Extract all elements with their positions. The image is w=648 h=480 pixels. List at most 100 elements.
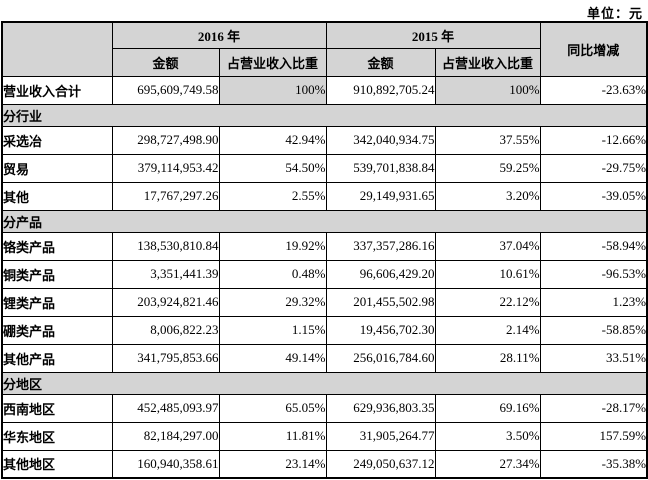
amount-2015-cell: 910,892,705.24: [325, 75, 436, 105]
table-row: 铬类产品 138,530,810.84 19.92% 337,357,286.1…: [1, 231, 648, 261]
proportion-2016-cell: 11.81%: [218, 421, 327, 451]
yoy-cell: -23.63%: [539, 75, 648, 105]
amount-2015-cell: 29,149,931.65: [325, 181, 436, 211]
amount-2016-cell: 452,485,093.97: [111, 393, 220, 423]
table-row: 西南地区 452,485,093.97 65.05% 629,936,803.3…: [1, 393, 648, 423]
amount-2016-cell: 17,767,297.26: [111, 181, 220, 211]
proportion-2016-cell: 2.55%: [218, 181, 327, 211]
proportion-2015-cell: 37.55%: [434, 125, 541, 155]
section-label: 分地区: [1, 371, 648, 395]
proportion-2015-cell: 10.61%: [434, 259, 541, 289]
row-label: 硼类产品: [1, 315, 113, 345]
amount-2016-cell: 379,114,953.42: [111, 153, 220, 183]
table-row: 其他产品 341,795,853.66 49.14% 256,016,784.6…: [1, 343, 648, 373]
proportion-2016-cell: 49.14%: [218, 343, 327, 373]
proportion-2015-cell: 3.50%: [434, 421, 541, 451]
amount-2016-cell: 298,727,498.90: [111, 125, 220, 155]
proportion-2015-header: 占营业收入比重: [434, 47, 541, 77]
unit-label: 单位：元: [586, 6, 643, 21]
yoy-cell: -29.75%: [539, 153, 648, 183]
yoy-cell: -28.17%: [539, 393, 648, 423]
yoy-cell: -12.66%: [539, 125, 648, 155]
proportion-2016-cell: 42.94%: [218, 125, 327, 155]
section-row-industry: 分行业: [1, 103, 648, 127]
yoy-header: 同比增减: [539, 21, 648, 77]
amount-2016-cell: 695,609,749.58: [111, 75, 220, 105]
amount-2015-cell: 539,701,838.84: [325, 153, 436, 183]
revenue-breakdown-table: 2016 年 2015 年 同比增减 金额 占营业收入比重 金额 占营业收入比重…: [1, 21, 648, 479]
amount-2016-cell: 3,351,441.39: [111, 259, 220, 289]
row-label: 贸易: [1, 153, 113, 183]
yoy-cell: -96.53%: [539, 259, 648, 289]
table-row: 华东地区 82,184,297.00 11.81% 31,905,264.77 …: [1, 421, 648, 451]
amount-2015-cell: 96,606,429.20: [325, 259, 436, 289]
proportion-2016-cell: 23.14%: [218, 449, 327, 479]
section-label: 分行业: [1, 103, 648, 127]
amount-2016-cell: 341,795,853.66: [111, 343, 220, 373]
amount-2015-cell: 256,016,784.60: [325, 343, 436, 373]
proportion-2016-cell: 19.92%: [218, 231, 327, 261]
amount-2016-cell: 203,924,821.46: [111, 287, 220, 317]
amount-2016-header: 金额: [111, 47, 220, 77]
proportion-2015-cell: 3.20%: [434, 181, 541, 211]
amount-2015-cell: 337,357,286.16: [325, 231, 436, 261]
yoy-cell: 157.59%: [539, 421, 648, 451]
proportion-2016-cell: 1.15%: [218, 315, 327, 345]
section-row-region: 分地区: [1, 371, 648, 395]
proportion-2016-cell: 29.32%: [218, 287, 327, 317]
row-label: 其他地区: [1, 449, 113, 479]
amount-2015-cell: 31,905,264.77: [325, 421, 436, 451]
yoy-cell: -58.94%: [539, 231, 648, 261]
proportion-2015-cell: 100%: [434, 75, 541, 105]
amount-2016-cell: 160,940,358.61: [111, 449, 220, 479]
amount-2016-cell: 82,184,297.00: [111, 421, 220, 451]
row-label: 西南地区: [1, 393, 113, 423]
proportion-2015-cell: 22.12%: [434, 287, 541, 317]
amount-2015-cell: 201,455,502.98: [325, 287, 436, 317]
proportion-2016-cell: 100%: [218, 75, 327, 105]
section-label: 分产品: [1, 209, 648, 233]
proportion-2015-cell: 69.16%: [434, 393, 541, 423]
proportion-2016-header: 占营业收入比重: [218, 47, 327, 77]
yoy-cell: -58.85%: [539, 315, 648, 345]
row-label: 铬类产品: [1, 231, 113, 261]
amount-2015-cell: 249,050,637.12: [325, 449, 436, 479]
year-2016-header: 2016 年: [111, 21, 327, 49]
header-row-metrics: 金额 占营业收入比重 金额 占营业收入比重: [2, 47, 647, 77]
yoy-cell: -35.38%: [539, 449, 648, 479]
proportion-2015-cell: 2.14%: [434, 315, 541, 345]
row-label: 营业收入合计: [1, 75, 113, 105]
proportion-2015-cell: 28.11%: [434, 343, 541, 373]
table-row: 硼类产品 8,006,822.23 1.15% 19,456,702.30 2.…: [1, 315, 648, 345]
table-row: 其他地区 160,940,358.61 23.14% 249,050,637.1…: [1, 449, 648, 479]
table-row: 铜类产品 3,351,441.39 0.48% 96,606,429.20 10…: [1, 259, 648, 289]
amount-2016-cell: 138,530,810.84: [111, 231, 220, 261]
row-label: 铜类产品: [1, 259, 113, 289]
row-label: 华东地区: [1, 421, 113, 451]
year-2015-header: 2015 年: [325, 21, 541, 49]
row-label: 采选冶: [1, 125, 113, 155]
row-label: 其他产品: [1, 343, 113, 373]
yoy-cell: 33.51%: [539, 343, 648, 373]
proportion-2016-cell: 0.48%: [218, 259, 327, 289]
table-row: 锂类产品 203,924,821.46 29.32% 201,455,502.9…: [1, 287, 648, 317]
amount-2015-cell: 342,040,934.75: [325, 125, 436, 155]
amount-2016-cell: 8,006,822.23: [111, 315, 220, 345]
proportion-2015-cell: 37.04%: [434, 231, 541, 261]
proportion-2015-cell: 27.34%: [434, 449, 541, 479]
header-row-years: 2016 年 2015 年 同比增减: [1, 21, 648, 77]
corner-cell: [1, 21, 113, 77]
proportion-2015-cell: 59.25%: [434, 153, 541, 183]
proportion-2016-cell: 65.05%: [218, 393, 327, 423]
yoy-cell: -39.05%: [539, 181, 648, 211]
row-label: 其他: [1, 181, 113, 211]
proportion-2016-cell: 54.50%: [218, 153, 327, 183]
row-label: 锂类产品: [1, 287, 113, 317]
table-row: 贸易 379,114,953.42 54.50% 539,701,838.84 …: [1, 153, 648, 183]
yoy-cell: 1.23%: [539, 287, 648, 317]
section-row-product: 分产品: [1, 209, 648, 233]
amount-2015-header: 金额: [325, 47, 436, 77]
amount-2015-cell: 19,456,702.30: [325, 315, 436, 345]
table-row: 采选冶 298,727,498.90 42.94% 342,040,934.75…: [1, 125, 648, 155]
